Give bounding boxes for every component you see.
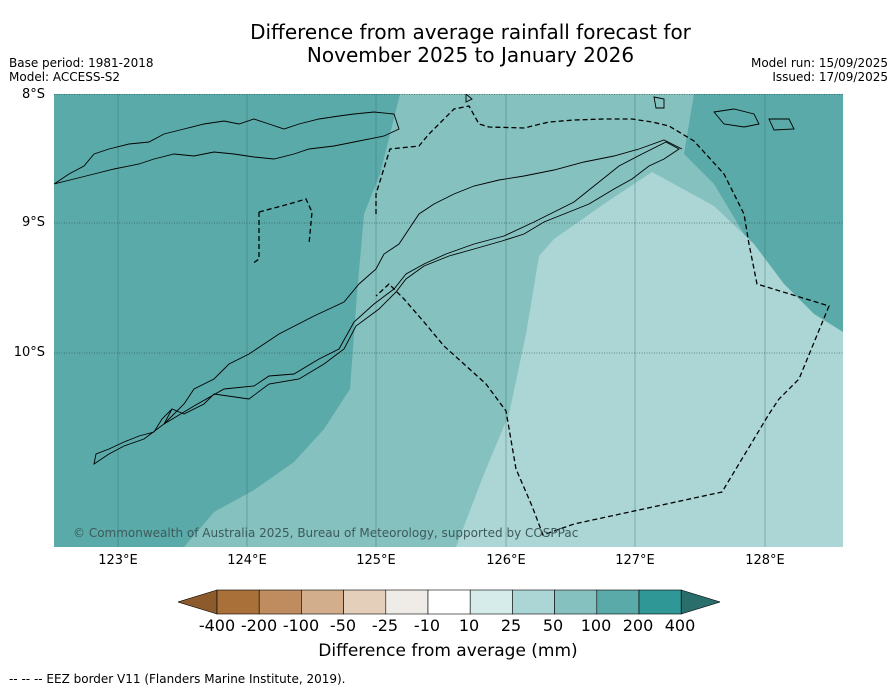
islands-small bbox=[465, 94, 795, 131]
colorbar-segment bbox=[638, 589, 682, 615]
colorbar-segment bbox=[301, 589, 344, 615]
lon-label-124e: 124°E bbox=[227, 553, 267, 568]
colorbar-segment bbox=[343, 589, 387, 615]
lon-label-127e: 127°E bbox=[615, 553, 655, 568]
legend-title: Difference from average (mm) bbox=[318, 641, 578, 661]
lon-label-126e: 126°E bbox=[486, 553, 526, 568]
colorbar-extend-high bbox=[680, 589, 720, 615]
cbar-tick-label: 25 bbox=[500, 616, 522, 635]
cbar-tick-label: -100 bbox=[282, 616, 320, 635]
colorbar-segment bbox=[512, 589, 555, 615]
issued-date: Issued: 17/09/2025 bbox=[772, 70, 888, 84]
cbar-tick-label: -200 bbox=[240, 616, 278, 635]
timor-island-coast bbox=[93, 141, 680, 465]
lon-label-125e: 125°E bbox=[356, 553, 396, 568]
cbar-tick-label: -50 bbox=[329, 616, 357, 635]
meta-left: Base period: 1981-2018 Model: ACCESS-S2 bbox=[9, 56, 154, 84]
chart-title-line2: November 2025 to January 2026 bbox=[306, 43, 635, 67]
cbar-tick-label: 50 bbox=[542, 616, 564, 635]
lon-label-123e: 123°E bbox=[98, 553, 138, 568]
band-50-100-area bbox=[54, 94, 400, 547]
lat-label-9s: 9°S bbox=[21, 215, 45, 230]
colorbar-segment bbox=[216, 589, 260, 615]
colorbar-segment bbox=[469, 589, 513, 615]
colorbar-segment bbox=[258, 589, 302, 615]
lon-label-128e: 128°E bbox=[745, 553, 785, 568]
flores-coast bbox=[54, 111, 400, 185]
model-name: Model: ACCESS-S2 bbox=[9, 70, 121, 84]
colorbar-segment bbox=[554, 589, 598, 615]
eez-footnote: -- -- -- EEZ border V11 (Flanders Marine… bbox=[9, 672, 346, 686]
base-period: Base period: 1981-2018 bbox=[9, 56, 154, 70]
cbar-tick-label: -25 bbox=[371, 616, 399, 635]
lat-label-10s: 10°S bbox=[13, 345, 45, 360]
timor-main-coast bbox=[163, 139, 683, 425]
band-10-25-area bbox=[456, 172, 843, 547]
colorbar-extend-low bbox=[178, 589, 218, 615]
cbar-tick-label: -400 bbox=[198, 616, 236, 635]
cbar-tick-label: 400 bbox=[664, 616, 696, 635]
model-run: Model run: 15/09/2025 bbox=[750, 56, 888, 70]
meta-right: Model run: 15/09/2025 Issued: 17/09/2025 bbox=[751, 56, 888, 84]
colorbar bbox=[178, 589, 720, 615]
cbar-tick-label: 10 bbox=[458, 616, 480, 635]
chart-title-line1: Difference from average rainfall forecas… bbox=[250, 20, 691, 44]
coastlines bbox=[54, 94, 795, 465]
graticule bbox=[117, 94, 766, 547]
cbar-tick-label: -10 bbox=[413, 616, 441, 635]
eez-border bbox=[251, 105, 830, 536]
copyright-notice: © Commonwealth of Australia 2025, Bureau… bbox=[73, 526, 578, 540]
lat-label-8s: 8°S bbox=[21, 87, 45, 102]
parallels bbox=[54, 94, 843, 354]
rainfall-map: © Commonwealth of Australia 2025, Bureau… bbox=[54, 94, 843, 547]
cbar-tick-label: 100 bbox=[580, 616, 612, 635]
colorbar-segment bbox=[427, 589, 471, 615]
band-50-100-area-east bbox=[684, 94, 843, 332]
cbar-tick-label: 200 bbox=[622, 616, 654, 635]
colorbar-segment bbox=[596, 589, 640, 615]
colorbar-segment bbox=[385, 589, 429, 615]
